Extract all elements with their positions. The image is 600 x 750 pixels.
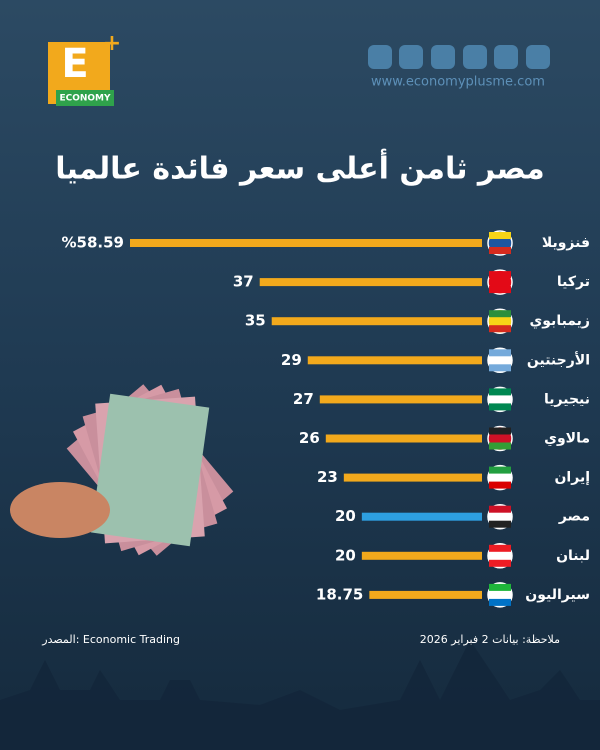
category-label: فنزويلا [542, 235, 590, 251]
value-label: 18.75 [316, 585, 363, 603]
value-label: 29 [281, 351, 302, 369]
flag-stripe [489, 583, 511, 591]
category-label: إيران [554, 470, 590, 486]
flag-stripe [489, 481, 511, 489]
flag-stripe [489, 505, 511, 513]
social-icons [368, 45, 550, 69]
flag-stripe [489, 520, 511, 528]
bar [319, 395, 482, 404]
category-label: سيراليون [525, 587, 590, 603]
flag-stripe [489, 232, 511, 239]
category-label: مالاوي [544, 431, 590, 448]
flag-stripe [489, 598, 511, 606]
logo-letter: E [61, 41, 88, 87]
bar [325, 434, 482, 443]
social-icon[interactable] [526, 45, 550, 69]
category-label: تركيا [557, 274, 590, 290]
flag-stripe [489, 442, 511, 450]
bar [307, 356, 482, 365]
logo-plus: + [103, 31, 121, 56]
skyline [0, 640, 600, 750]
social-icon[interactable] [399, 45, 423, 69]
chart-title: مصر ثامن أعلى سعر فائدة عالميا [55, 149, 544, 187]
bar [271, 317, 482, 326]
value-label: 26 [299, 429, 320, 447]
value-label: 35 [245, 312, 266, 330]
value-label: 37 [233, 273, 254, 291]
logo: E ECONOMY + [48, 31, 121, 106]
flag-stripe [489, 247, 511, 254]
flag-stripe [489, 544, 511, 552]
value-label: 20 [335, 546, 356, 564]
bar [343, 473, 482, 482]
bar [361, 512, 482, 521]
value-label: 23 [317, 468, 338, 486]
source: المصدر: Economic Trading [41, 633, 180, 646]
social-icon[interactable] [431, 45, 455, 69]
social-icon[interactable] [368, 45, 392, 69]
flag-stripe [489, 403, 511, 411]
logo-band [56, 90, 114, 106]
flag-stripe [489, 466, 511, 474]
website[interactable]: www.economyplusme.com [371, 75, 545, 90]
flag-stripe [489, 325, 511, 333]
money-illustration [10, 384, 234, 556]
value-label: 20 [335, 507, 356, 525]
logo-brand: ECONOMY [59, 94, 111, 104]
flag-stripe [489, 388, 511, 396]
flag-stripe [489, 310, 511, 318]
value-label: 27 [293, 390, 314, 408]
flag-stripe [489, 286, 511, 294]
category-label: زيمبابوي [529, 313, 590, 330]
flag-stripe [489, 349, 511, 357]
flag-stripe [489, 559, 511, 567]
bar [130, 239, 482, 247]
social-icon[interactable] [463, 45, 487, 69]
bar [259, 278, 482, 287]
bar [361, 551, 482, 560]
category-label: الأرجنتين [527, 351, 590, 368]
flag-stripe [489, 271, 511, 279]
social-icon[interactable] [494, 45, 518, 69]
category-label: نيجيريا [544, 391, 590, 407]
note: ملاحظة: بيانات 2 فبراير 2026 [420, 633, 560, 646]
category-label: لبنان [556, 548, 590, 564]
category-label: مصر [558, 509, 590, 525]
bar [369, 590, 482, 599]
flag-stripe [489, 427, 511, 435]
value-label: %58.59 [62, 234, 124, 252]
flag-stripe [489, 364, 511, 372]
